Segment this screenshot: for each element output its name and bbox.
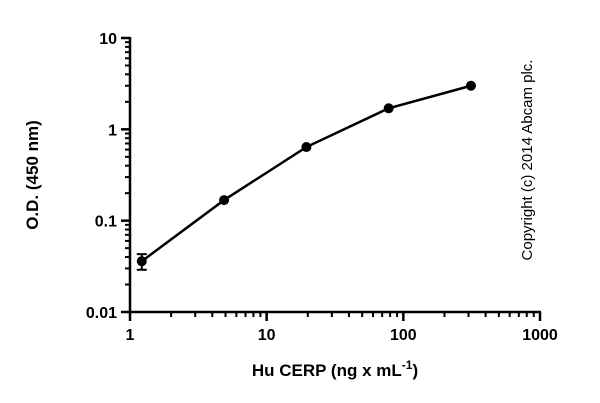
x-tick-label: 10 [258, 327, 276, 344]
x-axis-label-text: Hu CERP (ng x mL [252, 361, 402, 380]
x-axis-label-sup: -1 [402, 358, 413, 372]
point [383, 103, 394, 114]
y-tick-label: 0.01 [86, 305, 117, 322]
point [136, 256, 147, 267]
x-tick-label: 1 [126, 327, 135, 344]
y-tick-label: 1 [108, 122, 117, 139]
line [141, 84, 472, 263]
point [465, 80, 476, 91]
point [301, 142, 312, 153]
y-tick-label: 10 [99, 31, 117, 48]
copyright: Copyright (c) 2014 Abcam plc. [519, 60, 536, 261]
y-axis-label: O.D. (450 nm) [23, 120, 42, 230]
point [219, 195, 230, 206]
x-tick-label: 1000 [522, 327, 558, 344]
x-axis-label: Hu CERP (ng x mL-1) [252, 358, 418, 380]
y-tick-label: 0.1 [95, 214, 117, 231]
x-tick-label: 100 [390, 327, 417, 344]
x-axis-label-end: ) [412, 361, 418, 380]
